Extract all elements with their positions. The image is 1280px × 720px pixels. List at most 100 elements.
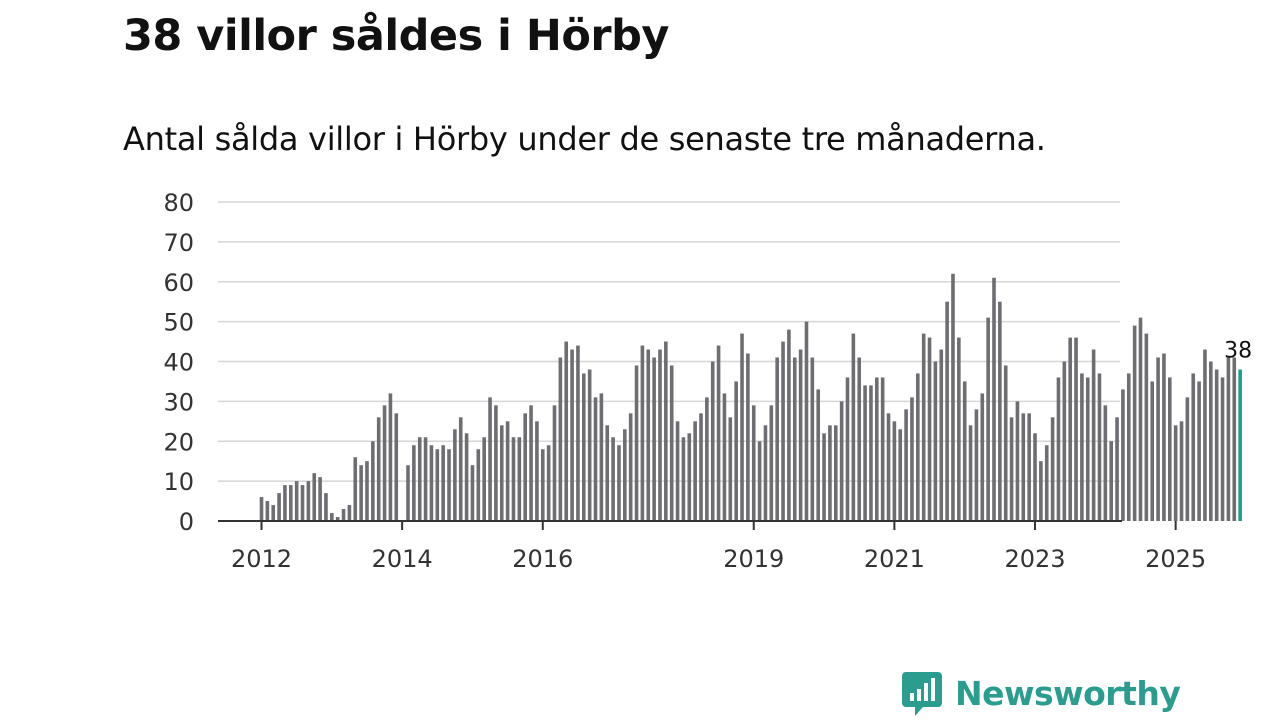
bar [259,497,264,521]
chart-subtitle: Antal sålda villor i Hörby under de sena… [123,120,1046,158]
bar [986,317,990,521]
bar [1074,337,1078,521]
bar [441,445,445,521]
bar [1062,361,1067,521]
bar [792,357,797,521]
bar [980,393,985,521]
bar [365,461,369,521]
bar [265,501,270,521]
bar [1220,377,1225,521]
bar [540,449,545,521]
bar [628,413,633,521]
y-tick-label: 70 [163,229,194,257]
bar [933,361,938,521]
bar [804,321,809,522]
x-tick-label: 2012 [231,545,292,573]
bar [599,393,604,521]
bar [1033,433,1037,521]
bar [330,513,334,521]
bar [617,445,621,521]
bar [1132,325,1137,521]
bar [851,333,856,521]
bar [359,465,363,521]
bar [453,429,457,521]
bar [1044,445,1049,521]
bar [1097,373,1102,521]
bar [1085,377,1090,521]
bar [734,381,738,521]
bar [289,485,293,521]
bar [822,433,826,521]
bar [757,441,762,521]
x-tick-label: 2023 [1004,545,1065,573]
bar [781,341,785,521]
bar [904,409,908,521]
bar [1197,381,1201,521]
bar [505,421,510,521]
bar [458,417,463,521]
bar [1209,361,1213,521]
bar [300,485,305,521]
bar [687,433,692,521]
bar [523,413,527,521]
bar [552,405,557,521]
bar [494,405,498,521]
bar [658,349,662,521]
bar [511,437,516,521]
bar [1168,377,1172,521]
bar [705,397,709,521]
bar [570,349,574,521]
bar [376,417,381,521]
bar [664,341,668,521]
bar [945,301,949,521]
x-tick-label: 2016 [512,545,573,573]
bar [429,445,434,521]
bar [646,349,651,521]
data-labels: 38 [1224,338,1252,363]
bar [423,437,428,521]
page-title: 38 villor såldes i Hörby [123,11,669,61]
bar [1115,417,1119,521]
bar [406,465,410,521]
bar [1214,369,1219,521]
bar [845,377,850,521]
bar [394,413,399,521]
bars [259,273,1242,522]
bar [716,345,721,521]
bar [898,429,903,521]
bar [693,421,697,521]
bar [1103,405,1108,521]
bar [886,413,891,521]
bar [839,401,844,522]
bar [998,301,1002,521]
y-tick-label: 50 [163,309,194,337]
bar [1126,373,1131,521]
bar [869,385,873,521]
bar [1179,421,1184,521]
bar [271,505,276,521]
bar [623,429,627,521]
y-tick-label: 0 [179,508,194,536]
bar [810,357,815,521]
bar [335,517,340,521]
bar [464,433,469,521]
bar [951,273,955,521]
bar [1162,353,1166,521]
bar [1150,381,1155,521]
bar [1039,461,1043,521]
bar [312,473,317,521]
bar [892,421,897,521]
bar [1009,417,1014,521]
bar [318,477,322,521]
bar [564,341,569,521]
bar [417,437,422,521]
bar [751,405,756,521]
bar [1138,317,1143,521]
bar [1003,365,1008,521]
bar [640,345,645,521]
bar [1226,357,1231,521]
bar [968,425,973,521]
bar [962,381,967,521]
bar [482,437,486,521]
